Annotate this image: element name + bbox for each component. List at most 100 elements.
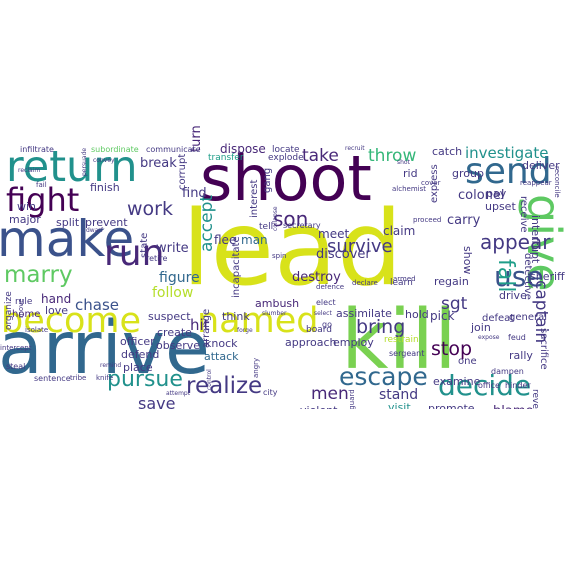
word-recruit: recruit [345,145,365,152]
word-shot: shot [397,159,410,166]
word-escape: escape [339,362,428,391]
word-save: save [138,394,176,410]
word-intercept: intercept [0,344,32,352]
word-isolate: isolate [25,326,49,334]
word-make: make [0,210,135,268]
word-become: become [1,301,142,341]
word-assimilate: assimilate [336,307,392,320]
word-kill: kill [341,293,457,388]
word-alchemist: alchemist [392,185,426,193]
word-stop: stop [431,338,473,360]
word-forge: forge [237,327,253,334]
word-bodyguard: bodyguard [348,389,356,409]
word-chase: chase [75,296,119,314]
word-named: named [197,301,319,341]
word-defeat: defeat [482,313,515,324]
word-dwarf: dwarf [86,227,103,234]
word-send: send [465,151,552,192]
word-destroy: destroy [292,270,341,285]
word-one: one [458,356,477,367]
word-finish: finish [90,181,120,194]
word-sheriff: sheriff [530,270,565,283]
word-flee: flee [214,233,237,247]
word-pay: pay [486,187,507,200]
word-armed: armed [393,275,416,283]
word-ambush: ambush [255,297,300,310]
word-tell: tell [259,222,274,232]
word-fall: fall [493,259,518,293]
word-hit: hit [190,316,210,334]
word-investigate: investigate [465,144,549,162]
word-show: show [461,246,474,275]
word-create: create [157,326,192,339]
word-subordinate: subordinate [91,145,139,154]
word-persuade: persuade [81,147,88,176]
word-sgt: sgt [441,294,468,314]
word-work: work [127,198,173,220]
word-promote: promote [428,402,475,409]
word-rally: rally [509,349,533,362]
word-sacrifice: sacrifice [538,328,549,370]
word-arrive: arrive [0,306,210,391]
word-shoot: shoot [200,142,372,215]
word-take: take [302,146,339,166]
word-declare: declare [352,279,378,287]
word-break: break [140,156,177,171]
word-approach: approach [285,336,337,349]
word-marry: marry [4,262,73,288]
word-remind: remind [100,362,122,369]
word-officer: officer [120,335,155,348]
word-major: major [9,213,41,226]
word-explode: explode [268,153,304,163]
word-proceed: proceed [413,216,442,224]
word-claim: claim [383,224,416,238]
word-pursue: pursue [107,367,183,392]
word-move: move [17,298,25,318]
word-figure: figure [159,270,200,286]
word-spin: spin [272,252,287,260]
word-communicate: communicate [146,145,201,154]
word-retire: retire [146,254,168,263]
word-upset: upset [485,200,516,213]
word-split: split [56,216,80,229]
word-tribe: tribe [70,374,87,382]
word-prevent: prevent [85,216,128,229]
word-discover: discover [316,247,371,262]
word-secretary: secretary [283,221,321,230]
word-decide: decide [438,369,532,402]
word-place: place [123,361,153,374]
word-drive: drive [499,289,527,302]
word-home: home [12,309,41,320]
word-transfer: transfer [208,153,244,163]
word-return: return [6,142,138,192]
word-go: go [322,320,332,329]
word-carry: carry [447,213,481,228]
word-gang: gang [262,167,273,193]
word-run: run [104,233,165,274]
word-blame: blame [493,405,534,409]
word-rule: rule [15,297,33,307]
word-defence: defence [316,283,345,291]
word-attempt: attempt [166,390,191,397]
word-throw: throw [368,146,417,166]
word-collapse: collapse [272,206,279,231]
word-think: think [222,310,250,323]
word-fail: fail [36,181,47,189]
word-meet: meet [318,227,350,241]
word-steal: steal [6,362,26,371]
word-sergeant: sergeant [389,349,425,358]
word-regain: regain [434,275,469,288]
word-knock: knock [205,337,238,350]
word-pick: pick [430,309,455,323]
word-slumber: slumber [262,310,287,317]
word-reclaim: reclaim [18,167,41,174]
word-restrain: restrain [384,335,419,345]
word-dampen: dampen [491,367,524,376]
word-visit: visit [388,401,411,409]
word-infiltrate: infiltrate [20,145,54,154]
word-board: board [306,325,332,335]
word-arrange: arrange [201,308,212,348]
word-survive: survive [327,236,393,257]
word-select: select [314,310,332,317]
word-stand: stand [379,387,419,403]
